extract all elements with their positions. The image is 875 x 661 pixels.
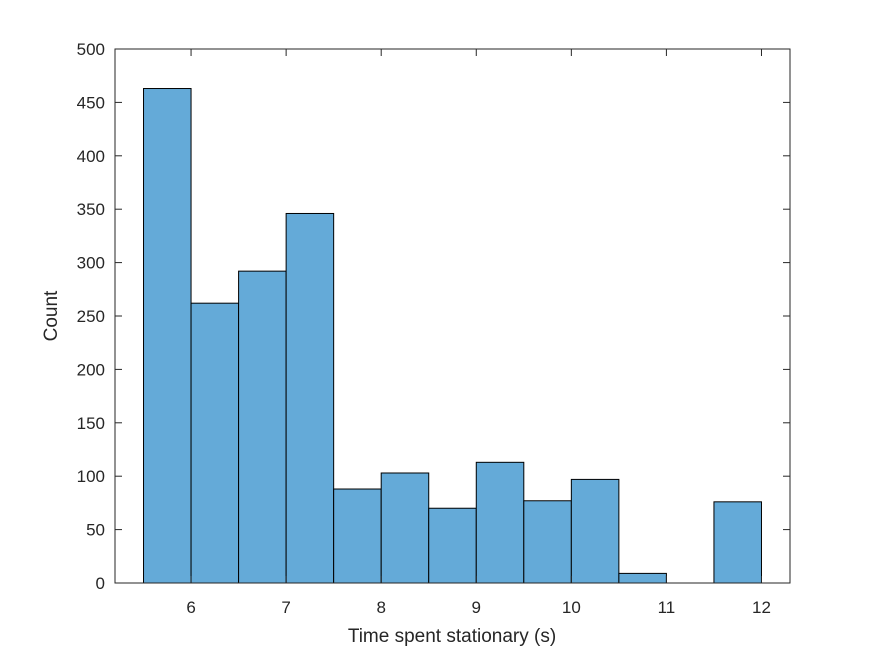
histogram-bar bbox=[475, 461, 525, 584]
x-tick-label: 9 bbox=[472, 598, 481, 617]
y-tick-label: 450 bbox=[77, 93, 105, 112]
x-tick-label: 12 bbox=[752, 598, 771, 617]
histogram-bar bbox=[713, 501, 762, 584]
histogram-bar bbox=[190, 302, 240, 584]
y-tick-label: 100 bbox=[77, 467, 105, 486]
x-tick-label: 7 bbox=[281, 598, 290, 617]
x-tick-label: 10 bbox=[562, 598, 581, 617]
y-tick-label: 50 bbox=[86, 521, 105, 540]
bars-group bbox=[143, 88, 762, 584]
x-tick-label: 11 bbox=[658, 598, 676, 617]
histogram-bar bbox=[143, 88, 192, 584]
x-tick-label: 8 bbox=[376, 598, 385, 617]
x-tick-label: 6 bbox=[186, 598, 195, 617]
histogram-bar bbox=[428, 507, 477, 584]
histogram-bar bbox=[285, 212, 335, 584]
y-tick-label: 350 bbox=[77, 200, 105, 219]
histogram-bar bbox=[380, 472, 430, 584]
y-tick-label: 200 bbox=[77, 360, 105, 379]
y-axis-label: Count bbox=[41, 290, 62, 341]
y-tick-label: 400 bbox=[77, 147, 105, 166]
histogram-bar bbox=[238, 270, 287, 584]
y-tick-label: 500 bbox=[77, 40, 105, 59]
x-axis-label: Time spent stationary (s) bbox=[348, 626, 556, 647]
y-tick-label: 250 bbox=[77, 307, 105, 326]
y-tick-label: 0 bbox=[96, 574, 105, 593]
histogram-bar bbox=[523, 500, 572, 584]
y-tick-label: 300 bbox=[77, 254, 105, 273]
y-tick-label: 150 bbox=[77, 414, 105, 433]
histogram-bar bbox=[570, 478, 620, 584]
histogram-bar bbox=[618, 572, 667, 584]
ticks-group: 6 7 8 9 10 11 12 0 50 100 150 200 250 300 350 400 450 500 bbox=[77, 40, 790, 617]
histogram-bar bbox=[333, 488, 382, 584]
